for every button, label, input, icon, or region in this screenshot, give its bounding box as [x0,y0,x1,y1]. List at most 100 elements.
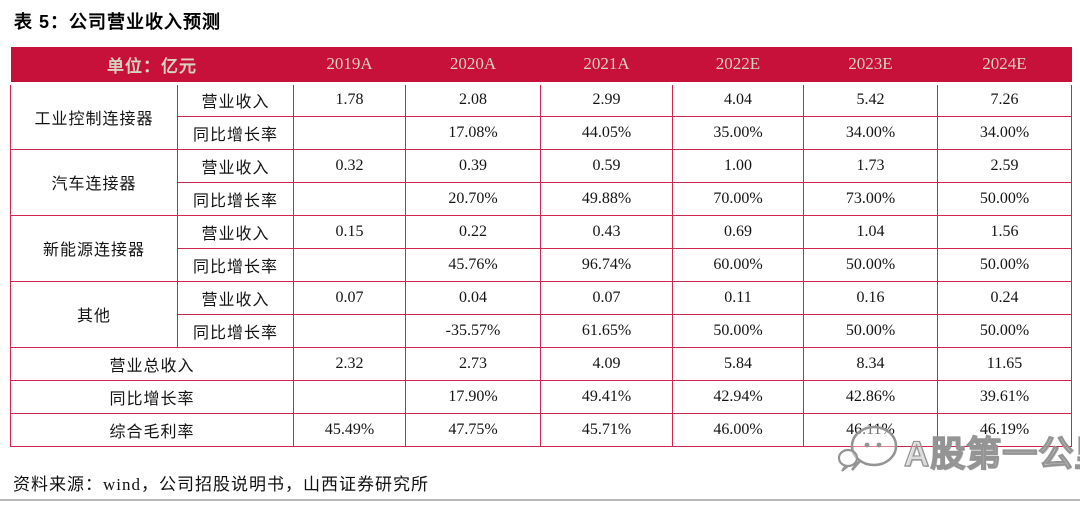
cell-value: 0.43 [540,214,673,249]
cell-value: 61.65% [540,313,673,348]
cell-value: 39.61% [937,379,1072,414]
cell-value: 2.73 [405,346,541,381]
summary-label: 综合毛利率 [10,412,294,447]
cell-value: 2.59 [937,148,1072,183]
cell-value: 0.32 [293,148,406,183]
metric-label: 营业收入 [177,214,294,249]
table-row: 工业控制连接器 营业收入 1.78 2.08 2.99 4.04 5.42 7.… [10,82,1072,150]
year-header: 2020A [405,47,541,85]
cell-value: 45.76% [405,247,541,282]
source-note: 资料来源：wind，公司招股说明书，山西证券研究所 [13,475,429,494]
cell-value: 1.73 [803,148,938,183]
cell-value: 34.00% [803,115,938,150]
cell-value: 0.15 [293,214,406,249]
cell-value: 96.74% [540,247,673,282]
cell-value: 0.16 [803,280,938,315]
cell-value: 45.49% [293,412,406,447]
cell-value: 35.00% [672,115,804,150]
cell-value: 47.75% [405,412,541,447]
cell-value: 0.69 [672,214,804,249]
metric-label: 营业收入 [177,82,294,117]
table-row: 同比增长率 17.08% 44.05% 35.00% 34.00% 34.00% [11,115,1072,150]
cell-value: 44.05% [540,115,673,150]
category-label: 新能源连接器 [10,214,178,282]
year-header: 2021A [540,47,673,85]
category-label: 工业控制连接器 [10,82,178,150]
revenue-forecast-table: 单位：亿元 2019A 2020A 2021A 2022E 2023E 2024… [10,47,1072,447]
cell-value: 11.65 [937,346,1072,381]
metric-label: 营业收入 [177,280,294,315]
year-header: 2019A [293,47,406,85]
cell-value: 49.88% [540,181,673,216]
cell-value: -35.57% [405,313,541,348]
cell-value: 4.04 [672,82,804,117]
cell-value: 50.00% [803,313,938,348]
cell-value: 7.26 [937,82,1072,117]
table-summary-row: 综合毛利率 45.49% 47.75% 45.71% 46.00% 46.11%… [10,412,1072,447]
cell-value: 49.41% [540,379,673,414]
cell-value: 1.00 [672,148,804,183]
metric-label: 同比增长率 [177,247,294,282]
table-row: 新能源连接器 营业收入 0.15 0.22 0.43 0.69 1.04 1.5… [10,214,1072,282]
cell-value: 1.04 [803,214,938,249]
cell-value: 4.09 [540,346,673,381]
cell-value: 42.94% [672,379,804,414]
cell-value: 50.00% [803,247,938,282]
cell-value: 5.42 [803,82,938,117]
metric-label: 同比增长率 [177,115,294,150]
summary-label: 营业总收入 [10,346,294,381]
cell-value [293,247,406,282]
cell-value: 50.00% [937,181,1072,216]
cell-value [293,115,406,150]
category-label: 其他 [10,280,178,348]
table-header-row: 单位：亿元 2019A 2020A 2021A 2022E 2023E 2024… [10,47,1072,85]
cell-value: 2.32 [293,346,406,381]
cell-value: 2.08 [405,82,541,117]
cell-value: 17.08% [405,115,541,150]
table-row: 同比增长率 20.70% 49.88% 70.00% 73.00% 50.00% [11,181,1072,216]
metric-label: 同比增长率 [177,313,294,348]
cell-value: 42.86% [803,379,938,414]
cell-value: 70.00% [672,181,804,216]
cell-value: 0.07 [293,280,406,315]
cell-value: 46.00% [672,412,804,447]
cell-value: 0.39 [405,148,541,183]
year-header: 2022E [672,47,804,85]
table-title: 表 5：公司营业收入预测 [14,12,222,32]
table-summary-row: 营业总收入 2.32 2.73 4.09 5.84 8.34 11.65 [10,346,1072,381]
cell-value [293,379,406,414]
summary-label: 同比增长率 [10,379,294,414]
cell-value: 0.59 [540,148,673,183]
metric-label: 营业收入 [177,148,294,183]
cell-value: 46.19% [937,412,1072,447]
bottom-divider [0,499,1080,501]
cell-value: 50.00% [937,313,1072,348]
cell-value: 1.78 [293,82,406,117]
cell-value: 50.00% [937,247,1072,282]
cell-value [293,181,406,216]
table-row: 其他 营业收入 0.07 0.04 0.07 0.11 0.16 0.24 [10,280,1072,348]
cell-value: 0.24 [937,280,1072,315]
cell-value: 2.99 [540,82,673,117]
table-row: 汽车连接器 营业收入 0.32 0.39 0.59 1.00 1.73 2.59 [10,148,1072,216]
cell-value: 73.00% [803,181,938,216]
cell-value: 1.56 [937,214,1072,249]
year-header: 2024E [937,47,1072,85]
cell-value: 5.84 [672,346,804,381]
unit-label: 单位：亿元 [10,47,294,85]
cell-value: 8.34 [803,346,938,381]
cell-value: 17.90% [405,379,541,414]
cell-value: 0.07 [540,280,673,315]
year-header: 2023E [803,47,938,85]
cell-value: 20.70% [405,181,541,216]
cell-value: 46.11% [803,412,938,447]
cell-value: 45.71% [540,412,673,447]
table-row: 同比增长率 45.76% 96.74% 60.00% 50.00% 50.00% [11,247,1072,282]
category-label: 汽车连接器 [10,148,178,216]
cell-value: 0.22 [405,214,541,249]
cell-value: 60.00% [672,247,804,282]
cell-value [293,313,406,348]
table-summary-row: 同比增长率 17.90% 49.41% 42.94% 42.86% 39.61% [10,379,1072,414]
cell-value: 50.00% [672,313,804,348]
